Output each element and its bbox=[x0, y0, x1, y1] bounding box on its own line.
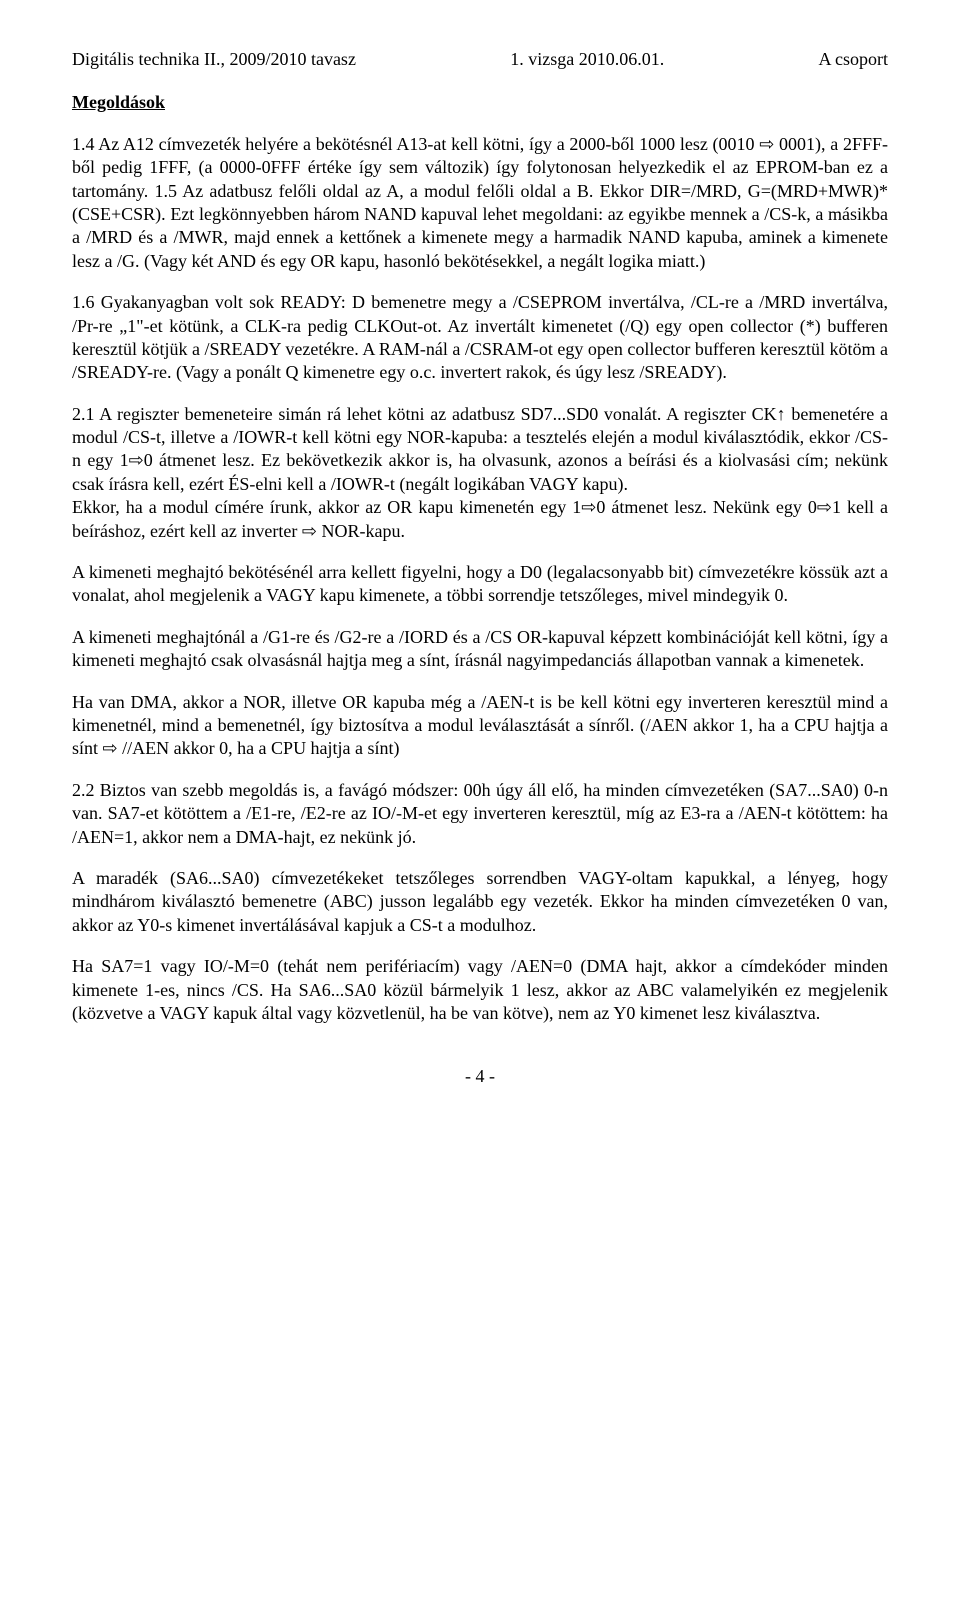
paragraph-1-4-1-5: 1.4 Az A12 címvezeték helyére a bekötésn… bbox=[72, 133, 888, 273]
solutions-title-text: Megoldások bbox=[72, 92, 165, 112]
header-row: Digitális technika II., 2009/2010 tavasz… bbox=[72, 48, 888, 71]
paragraph-dma: Ha van DMA, akkor a NOR, illetve OR kapu… bbox=[72, 691, 888, 761]
paragraph-2-2: 2.2 Biztos van szebb megoldás is, a favá… bbox=[72, 779, 888, 849]
paragraph-sa7: Ha SA7=1 vagy IO/-M=0 (tehát nem perifér… bbox=[72, 955, 888, 1025]
paragraph-2-1b: Ekkor, ha a modul címére írunk, akkor az… bbox=[72, 496, 888, 543]
paragraph-output-driver-1: A kimeneti meghajtó bekötésénél arra kel… bbox=[72, 561, 888, 608]
paragraph-output-driver-2: A kimeneti meghajtónál a /G1-re és /G2-r… bbox=[72, 626, 888, 673]
header-right: A csoport bbox=[818, 48, 888, 71]
document-page: Digitális technika II., 2009/2010 tavasz… bbox=[0, 0, 960, 1620]
page-number: - 4 - bbox=[72, 1065, 888, 1088]
header-left: Digitális technika II., 2009/2010 tavasz bbox=[72, 48, 356, 71]
header-center: 1. vizsga 2010.06.01. bbox=[510, 48, 664, 71]
solutions-title: Megoldások bbox=[72, 91, 888, 114]
paragraph-1-6: 1.6 Gyakanyagban volt sok READY: D bemen… bbox=[72, 291, 888, 385]
paragraph-remaining: A maradék (SA6...SA0) címvezetékeket tet… bbox=[72, 867, 888, 937]
paragraph-2-1a: 2.1 A regiszter bemeneteire simán rá leh… bbox=[72, 403, 888, 497]
